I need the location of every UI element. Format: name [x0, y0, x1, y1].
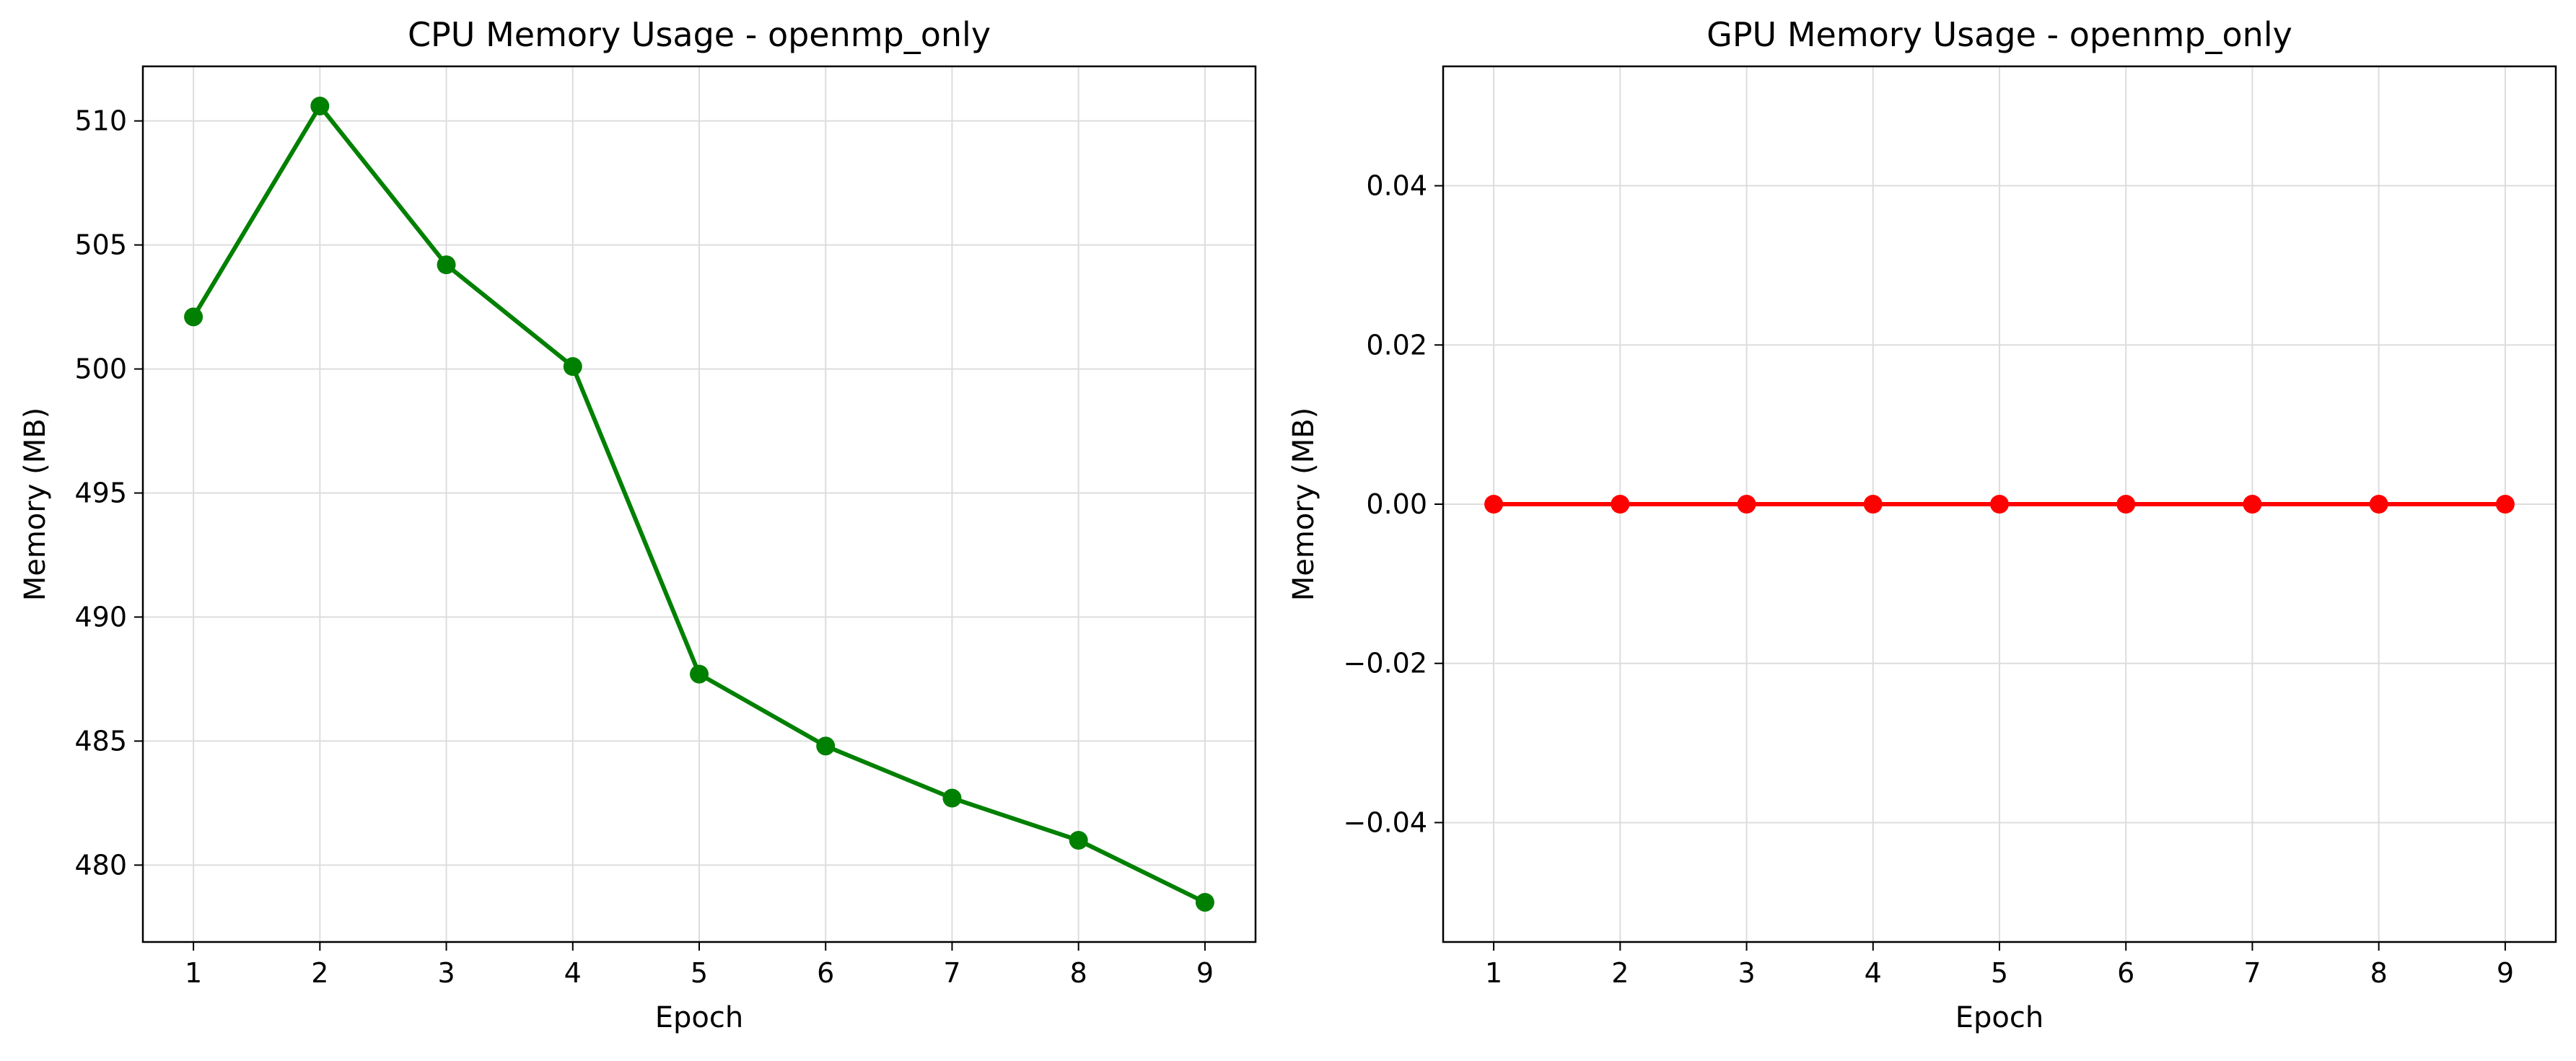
cpu-data-point — [1069, 830, 1088, 850]
cpu-data-point — [310, 97, 330, 116]
gpu-data-point — [2495, 495, 2515, 514]
cpu-x-tick-label: 2 — [311, 957, 328, 989]
gpu-y-tick-label: 0.00 — [1366, 488, 1427, 520]
cpu-chart-title: CPU Memory Usage - openmp_only — [408, 15, 991, 54]
cpu-data-point — [1195, 892, 1214, 912]
gpu-y-tick-label: 0.04 — [1366, 170, 1427, 202]
cpu-data-point — [690, 664, 709, 684]
cpu-x-tick-label: 4 — [564, 957, 582, 989]
gpu-data-point — [2369, 495, 2388, 514]
gpu-data-point — [1737, 495, 1756, 514]
gpu-plot-frame — [1442, 65, 2557, 943]
gpu-x-tick-label: 6 — [2117, 957, 2134, 989]
gpu-chart-title: GPU Memory Usage - openmp_only — [1707, 15, 2292, 54]
cpu-y-axis-label: Memory (MB) — [19, 408, 52, 602]
cpu-x-tick-label: 8 — [1070, 957, 1087, 989]
cpu-x-tick-label: 5 — [691, 957, 708, 989]
cpu-y-tick-label: 485 — [74, 725, 127, 757]
gpu-x-tick-label: 8 — [2370, 957, 2388, 989]
cpu-data-point — [563, 357, 582, 377]
cpu-y-tick-label: 495 — [74, 477, 127, 509]
gpu-y-tick-label: −0.04 — [1344, 806, 1427, 838]
gpu-x-tick-label: 4 — [1865, 957, 1882, 989]
gpu-data-point — [1990, 495, 2009, 514]
gpu-y-axis-label: Memory (MB) — [1287, 408, 1320, 602]
cpu-x-tick-label: 6 — [817, 957, 834, 989]
cpu-y-tick-label: 490 — [74, 601, 127, 633]
cpu-x-tick-label: 3 — [437, 957, 455, 989]
gpu-x-axis-label: Epoch — [1955, 1001, 2043, 1034]
gpu-chart: 1 2 3 4 5 6 7 8 9 −0.04 −0.02 0.00 0.02 0.04 GPU Memor… — [1287, 15, 2557, 1034]
cpu-data-point — [184, 307, 203, 327]
gpu-data-point — [2116, 495, 2136, 514]
cpu-y-tick-label: 505 — [74, 229, 127, 261]
gpu-x-tick-label: 1 — [1485, 957, 1502, 989]
gpu-data-point — [1863, 495, 1883, 514]
gpu-data-point — [1611, 495, 1630, 514]
gpu-y-tick-label: −0.02 — [1344, 648, 1427, 679]
cpu-x-tick-label: 7 — [943, 957, 960, 989]
gpu-x-tick-label: 9 — [2497, 957, 2514, 989]
cpu-plot-frame — [141, 65, 1257, 943]
cpu-x-axis-label: Epoch — [655, 1001, 743, 1034]
gpu-data-point — [2243, 495, 2262, 514]
cpu-data-point — [437, 255, 456, 275]
cpu-x-tick-label: 9 — [1196, 957, 1214, 989]
cpu-y-tick-label: 500 — [74, 353, 127, 385]
gpu-y-tick-label: 0.02 — [1366, 329, 1427, 361]
cpu-chart: 1 2 3 4 5 6 7 8 9 480 485 490 495 500 505 510 CPU Memory… — [19, 15, 1257, 1034]
cpu-data-point — [942, 788, 962, 808]
gpu-x-tick-label: 3 — [1738, 957, 1755, 989]
gpu-x-tick-label: 7 — [2243, 957, 2261, 989]
cpu-y-tick-label: 510 — [74, 105, 127, 137]
cpu-data-point — [816, 736, 836, 756]
gpu-x-tick-label: 5 — [1991, 957, 2008, 989]
cpu-y-tick-label: 480 — [74, 849, 127, 881]
cpu-x-tick-label: 1 — [185, 957, 202, 989]
gpu-x-tick-label: 2 — [1611, 957, 1629, 989]
gpu-data-point — [1484, 495, 1504, 514]
